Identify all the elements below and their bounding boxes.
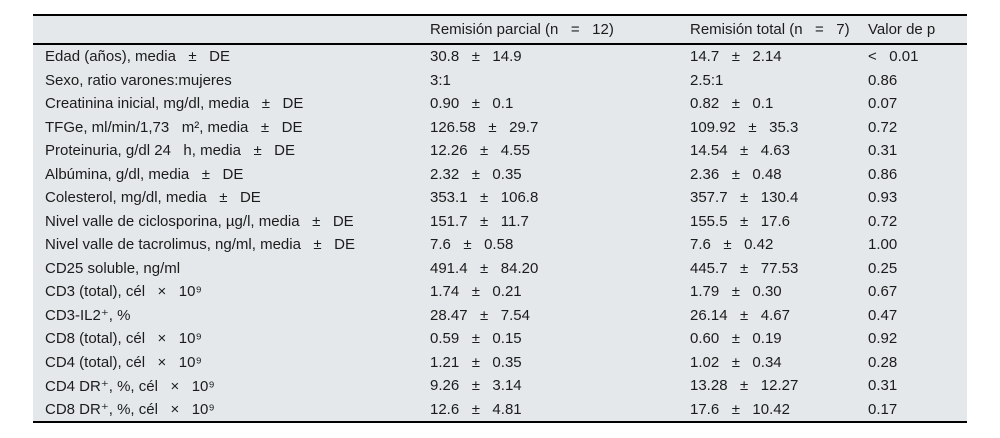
row-label: CD4 DR⁺, %, cél × 10⁹ (45, 377, 215, 395)
value-remision-total: 26.14 ± 4.67 (690, 306, 790, 324)
value-remision-total: 13.28 ± 12.27 (690, 377, 799, 395)
row-label: CD25 soluble, ng/ml (45, 259, 181, 277)
table-row: CD3 (total), cél × 10⁹ 1.74 ± 0.21 1.79 … (33, 280, 967, 304)
row-label: Nivel valle de tacrolimus, ng/ml, media … (45, 236, 356, 254)
value-remision-parcial: 126.58 ± 29.7 (430, 118, 539, 136)
table-row: Edad (años), media ± DE 30.8 ± 14.9 14.7… (33, 45, 967, 69)
value-remision-total: 155.5 ± 17.6 (690, 212, 790, 230)
table-row: CD4 (total), cél × 10⁹ 1.21 ± 0.35 1.02 … (33, 351, 967, 375)
table-bottom-rule (33, 421, 967, 423)
row-label: CD3 (total), cél × 10⁹ (45, 283, 202, 301)
value-p: 0.07 (868, 95, 898, 113)
value-remision-total: 1.79 ± 0.30 (690, 283, 782, 301)
value-p: 0.93 (868, 189, 898, 207)
row-label: Proteinuria, g/dl 24 h, media ± DE (45, 142, 296, 160)
table-header-rule (33, 43, 967, 45)
value-remision-parcial: 1.74 ± 0.21 (430, 283, 522, 301)
value-remision-parcial: 353.1 ± 106.8 (430, 189, 539, 207)
value-remision-parcial: 151.7 ± 11.7 (430, 212, 529, 230)
table-row: Sexo, ratio varones:mujeres 3:1 2.5:1 0.… (33, 69, 967, 93)
table-top-rule (33, 14, 967, 16)
value-remision-parcial: 30.8 ± 14.9 (430, 48, 522, 66)
header-remision-total: Remisión total (n = 7) (690, 21, 850, 38)
value-remision-parcial: 12.6 ± 4.81 (430, 400, 522, 418)
table-row: CD8 DR⁺, %, cél × 10⁹ 12.6 ± 4.81 17.6 ±… (33, 398, 967, 422)
table-header-row: Remisión parcial (n = 12) Remisión total… (33, 16, 967, 43)
row-label: Albúmina, g/dl, media ± DE (45, 165, 244, 183)
value-p: 0.25 (868, 259, 898, 277)
value-remision-parcial: 1.21 ± 0.35 (430, 353, 522, 371)
value-p: 0.92 (868, 330, 898, 348)
value-p: 0.86 (868, 71, 898, 89)
row-label: Sexo, ratio varones:mujeres (45, 71, 232, 89)
value-remision-total: 2.5:1 (690, 71, 724, 89)
table-row: Nivel valle de tacrolimus, ng/ml, media … (33, 233, 967, 257)
header-valor-de-p: Valor de p (868, 21, 936, 38)
value-remision-parcial: 7.6 ± 0.58 (430, 236, 514, 254)
table-row: Albúmina, g/dl, media ± DE 2.32 ± 0.35 2… (33, 163, 967, 187)
value-remision-total: 14.7 ± 2.14 (690, 48, 782, 66)
value-remision-parcial: 12.26 ± 4.55 (430, 142, 530, 160)
row-label: CD4 (total), cél × 10⁹ (45, 353, 202, 371)
value-p: 0.86 (868, 165, 898, 183)
value-p: 0.47 (868, 306, 898, 324)
value-p: 0.28 (868, 353, 898, 371)
value-remision-total: 17.6 ± 10.42 (690, 400, 790, 418)
table-row: Colesterol, mg/dl, media ± DE 353.1 ± 10… (33, 186, 967, 210)
value-remision-total: 109.92 ± 35.3 (690, 118, 799, 136)
table-row: CD3-IL2⁺, % 28.47 ± 7.54 26.14 ± 4.67 0.… (33, 304, 967, 328)
table-row: Proteinuria, g/dl 24 h, media ± DE 12.26… (33, 139, 967, 163)
value-remision-parcial: 28.47 ± 7.54 (430, 306, 530, 324)
row-label: CD8 (total), cél × 10⁹ (45, 330, 202, 348)
row-label: CD3-IL2⁺, % (45, 307, 131, 325)
table-row: CD8 (total), cél × 10⁹ 0.59 ± 0.15 0.60 … (33, 327, 967, 351)
value-remision-total: 14.54 ± 4.63 (690, 142, 790, 160)
value-remision-parcial: 0.59 ± 0.15 (430, 330, 522, 348)
value-p: 0.72 (868, 212, 898, 230)
table-row: TFGe, ml/min/1,73 m², media ± DE 126.58 … (33, 116, 967, 140)
value-remision-parcial: 9.26 ± 3.14 (430, 377, 522, 395)
row-label: Nivel valle de ciclosporina, µg/l, media… (45, 212, 354, 230)
row-label: Edad (años), media ± DE (45, 48, 230, 66)
value-remision-parcial: 491.4 ± 84.20 (430, 259, 539, 277)
value-p: 1.00 (868, 236, 898, 254)
value-remision-parcial: 2.32 ± 0.35 (430, 165, 522, 183)
value-p: 0.72 (868, 118, 898, 136)
value-remision-total: 0.82 ± 0.1 (690, 95, 774, 113)
row-label: TFGe, ml/min/1,73 m², media ± DE (45, 118, 303, 136)
table-row: Nivel valle de ciclosporina, µg/l, media… (33, 210, 967, 234)
value-remision-total: 357.7 ± 130.4 (690, 189, 799, 207)
table-body: Edad (años), media ± DE 30.8 ± 14.9 14.7… (33, 45, 967, 421)
value-remision-total: 2.36 ± 0.48 (690, 165, 782, 183)
value-remision-total: 0.60 ± 0.19 (690, 330, 782, 348)
value-remision-total: 1.02 ± 0.34 (690, 353, 782, 371)
value-remision-parcial: 3:1 (430, 71, 451, 89)
remission-comparison-table: Remisión parcial (n = 12) Remisión total… (33, 14, 967, 423)
value-remision-total: 445.7 ± 77.53 (690, 259, 799, 277)
row-label: Colesterol, mg/dl, media ± DE (45, 189, 261, 207)
row-label: CD8 DR⁺, %, cél × 10⁹ (45, 401, 215, 419)
value-remision-total: 7.6 ± 0.42 (690, 236, 774, 254)
header-remision-parcial: Remisión parcial (n = 12) (430, 21, 614, 38)
value-p: 0.17 (868, 400, 898, 418)
table-row: CD25 soluble, ng/ml 491.4 ± 84.20 445.7 … (33, 257, 967, 281)
row-label: Creatinina inicial, mg/dl, media ± DE (45, 95, 304, 113)
value-p: < 0.01 (868, 48, 919, 66)
value-p: 0.31 (868, 142, 898, 160)
table-row: CD4 DR⁺, %, cél × 10⁹ 9.26 ± 3.14 13.28 … (33, 374, 967, 398)
value-p: 0.31 (868, 377, 898, 395)
value-remision-parcial: 0.90 ± 0.1 (430, 95, 514, 113)
table-row: Creatinina inicial, mg/dl, media ± DE 0.… (33, 92, 967, 116)
value-p: 0.67 (868, 283, 898, 301)
